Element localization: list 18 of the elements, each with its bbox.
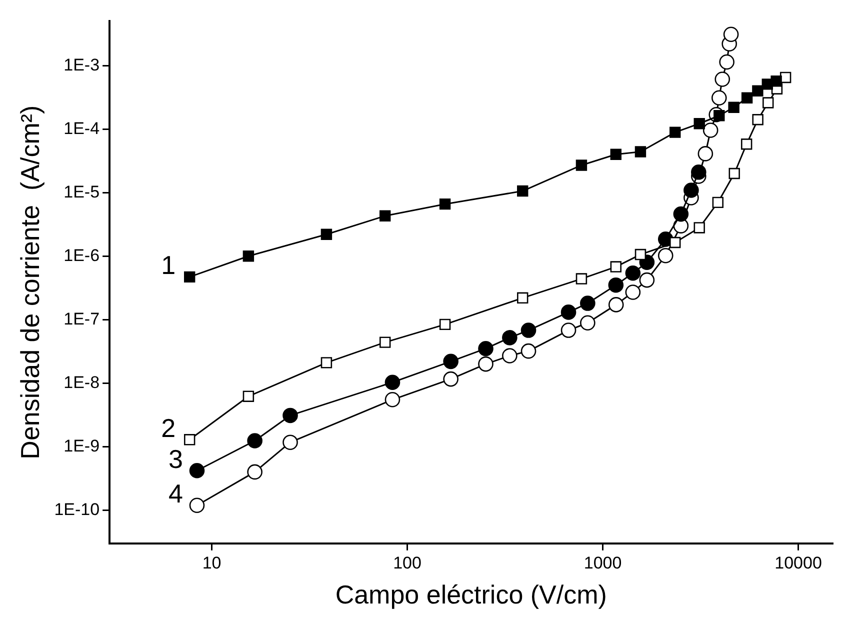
y-tick-label: 1E-8 [64,372,100,392]
y-tick-label: 1E-6 [64,246,100,265]
x-tick-label: 100 [393,553,422,572]
y-tick-label: 1E-9 [64,436,100,456]
y-tick-label: 1E-7 [64,309,100,328]
y-tick-label: 1E-3 [64,55,100,74]
y-tick-label: 1E-4 [64,118,100,138]
x-tick-label: 10000 [774,553,822,572]
x-tick-label: 1000 [584,553,622,572]
x-tick-label: 10 [202,553,222,572]
series-label: 3 [168,444,183,474]
x-axis-title: Campo eléctrico (V/cm) [335,580,607,610]
series-label: 2 [161,412,176,443]
series-label: 1 [161,250,176,280]
y-axis-title: Densidad de corriente (A/cm²) [14,105,45,460]
series-label: 4 [168,478,183,509]
y-tick-label: 1E-10 [54,500,100,519]
y-tick-label: 1E-5 [64,182,100,202]
